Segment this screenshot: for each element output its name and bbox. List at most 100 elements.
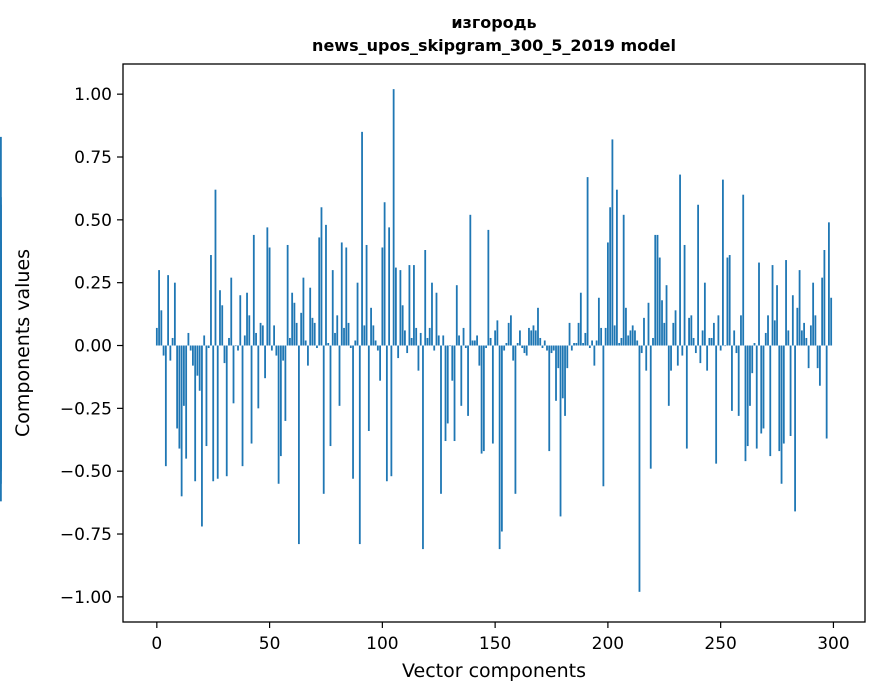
bar xyxy=(667,345,670,406)
bar xyxy=(302,277,305,346)
bar xyxy=(419,332,422,346)
bar xyxy=(498,345,501,550)
bar xyxy=(182,345,185,406)
bar xyxy=(273,325,275,346)
bar xyxy=(198,345,201,391)
bar xyxy=(634,330,636,346)
bar xyxy=(417,345,420,371)
bar xyxy=(737,345,740,416)
bar xyxy=(749,345,751,406)
bar xyxy=(431,282,433,346)
bar xyxy=(570,345,573,351)
bar xyxy=(564,345,566,416)
bar xyxy=(462,327,465,346)
bar xyxy=(708,337,711,346)
bar xyxy=(367,345,370,431)
y-tick-label: 0.25 xyxy=(74,274,112,294)
bar xyxy=(546,345,548,351)
bar xyxy=(449,345,451,347)
bar xyxy=(701,330,704,346)
bar xyxy=(519,330,521,346)
bar xyxy=(223,345,226,364)
bar xyxy=(399,270,402,346)
bar xyxy=(602,345,605,487)
bar xyxy=(514,345,517,494)
bar xyxy=(167,275,169,346)
bar xyxy=(491,345,494,444)
bar xyxy=(404,330,406,346)
bar xyxy=(703,282,706,346)
bar xyxy=(426,337,429,346)
bar xyxy=(192,345,194,366)
bar xyxy=(692,337,695,346)
bar xyxy=(291,292,294,346)
bar xyxy=(210,255,212,346)
bar xyxy=(361,131,363,346)
x-tick-label: 0 xyxy=(151,634,162,654)
bar xyxy=(413,265,415,346)
bar xyxy=(0,332,2,346)
bar xyxy=(178,345,181,449)
bar xyxy=(595,340,598,346)
bar xyxy=(185,345,188,459)
bar xyxy=(683,244,686,346)
bar xyxy=(376,345,379,351)
bar xyxy=(818,345,821,386)
bar xyxy=(753,343,756,346)
bar xyxy=(212,345,215,482)
bar xyxy=(767,315,769,346)
bar xyxy=(694,345,697,354)
bar xyxy=(559,345,562,517)
x-tick-label: 200 xyxy=(592,634,624,654)
bar xyxy=(352,345,354,479)
bar xyxy=(169,345,172,361)
bar xyxy=(320,207,323,346)
bar xyxy=(679,174,681,346)
bar xyxy=(740,315,742,346)
bar xyxy=(812,282,815,346)
plot-frame xyxy=(122,63,866,623)
bar xyxy=(345,247,348,346)
bar xyxy=(510,315,512,346)
bar xyxy=(719,345,722,351)
bar xyxy=(755,345,758,449)
bar xyxy=(164,345,167,467)
bar xyxy=(318,237,321,346)
bar xyxy=(778,345,781,452)
bar xyxy=(201,345,203,527)
bar xyxy=(638,345,641,592)
bar xyxy=(471,340,474,346)
bar xyxy=(525,345,528,356)
bar xyxy=(372,325,375,346)
bar xyxy=(194,345,197,482)
bar xyxy=(688,317,690,346)
bar xyxy=(340,242,343,346)
bar xyxy=(444,345,447,442)
bar xyxy=(349,345,352,349)
bar xyxy=(690,315,693,346)
bar xyxy=(0,345,2,436)
bar xyxy=(406,345,409,354)
bar xyxy=(706,345,709,371)
bar xyxy=(388,227,391,346)
x-tick-label: 100 xyxy=(366,634,398,654)
bar xyxy=(627,335,630,346)
bar xyxy=(451,345,454,381)
bars-group xyxy=(0,89,833,592)
x-axis-ticks: 0 50 100 150 200 250 300 xyxy=(151,622,850,654)
y-tick-label: −0.75 xyxy=(60,525,112,545)
bar xyxy=(437,335,440,346)
bar xyxy=(611,139,614,346)
bar xyxy=(298,345,300,545)
bar xyxy=(629,330,632,346)
bar xyxy=(397,345,400,359)
bar xyxy=(385,345,388,482)
bar xyxy=(503,345,506,351)
bar xyxy=(830,297,833,346)
bar xyxy=(821,277,824,346)
bar xyxy=(415,327,418,346)
bar xyxy=(460,345,463,406)
bar xyxy=(246,292,248,346)
y-tick-label: −0.25 xyxy=(60,399,112,419)
bar xyxy=(726,257,729,346)
